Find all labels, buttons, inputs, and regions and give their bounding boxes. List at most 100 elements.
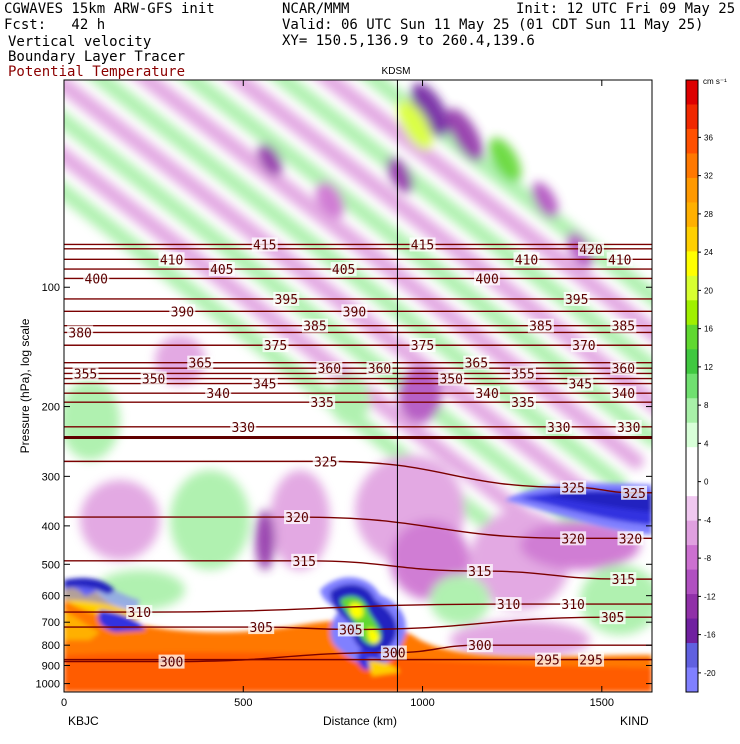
isentrope-label: 335	[511, 396, 534, 411]
y-tick-label: 1000	[36, 679, 60, 691]
isentrope-label-bg	[291, 553, 318, 568]
isentrope-label-bg	[610, 361, 637, 376]
isentrope-label-bg	[495, 597, 522, 612]
colorbar-swatch	[686, 422, 698, 448]
isentrope-label-bg	[617, 531, 644, 546]
colorbar-swatch	[686, 324, 698, 350]
field-potential-temperature: Potential Temperature	[8, 64, 186, 80]
isentrope-label: 340	[612, 387, 635, 402]
isentrope-label-bg	[560, 531, 587, 546]
isentrope-label: 410	[160, 253, 183, 268]
isentrope-label-bg	[273, 291, 300, 306]
isentrope-labels: 420 415 415 410 410 410 405 405 400 400 395 395 390 3…	[67, 237, 648, 671]
colorbar-label: 0	[704, 478, 709, 487]
colorbar-swatch	[686, 496, 698, 522]
isentrope-label-bg	[126, 605, 153, 620]
isentrope-label: 315	[292, 555, 315, 570]
colorbar-label: 24	[704, 248, 713, 257]
isentrope-label-bg	[251, 237, 278, 252]
isentrope-label: 300	[468, 639, 491, 654]
isentrope-label-bg	[509, 395, 536, 410]
plot-frame	[63, 79, 653, 693]
isentrope-label: 405	[210, 263, 233, 278]
isentrope-label: 365	[465, 357, 488, 372]
isentrope-label-bg	[72, 366, 99, 381]
isentrope-label: 390	[171, 305, 194, 320]
isentrope-label-bg	[466, 564, 493, 579]
y-tick-label: 400	[42, 521, 60, 533]
isentrope-label: 320	[619, 532, 642, 547]
colorbar-swatch	[686, 520, 698, 546]
isentrope-label: 325	[314, 455, 337, 470]
colorbar-label: 32	[704, 172, 713, 181]
isentrope-label: 355	[74, 367, 97, 382]
isentrope-label: 345	[253, 378, 276, 393]
isentrope-label: 420	[579, 243, 602, 258]
isentrope-label-bg	[610, 572, 637, 587]
isentrope-label: 415	[253, 238, 276, 253]
colorbar-label: 28	[704, 210, 713, 219]
isentrope-label: 310	[128, 606, 151, 621]
isentrope-label: 400	[85, 272, 108, 287]
isentrope-label-bg	[330, 262, 357, 277]
isentrope-label-bg	[341, 304, 368, 319]
isentrope-label: 395	[275, 293, 298, 308]
isentrope-label: 340	[206, 387, 229, 402]
isentrope-label: 385	[529, 320, 552, 335]
vertical-velocity-field: 420 415 415 410 410 410 405 405 400 400 395 395 390 3…	[64, 80, 652, 692]
x-tick-label: 500	[234, 697, 252, 709]
isentrope-label-bg	[205, 386, 232, 401]
colorbar-swatch	[686, 594, 698, 620]
colorbar-swatch	[686, 300, 698, 326]
isentrope-label-bg	[380, 645, 407, 660]
isentrope-label-bg	[621, 485, 648, 500]
isentrope-label-bg	[337, 622, 364, 637]
colorbar-label: 16	[704, 325, 713, 334]
x-tick-label: 1500	[590, 697, 614, 709]
isentrope-label: 365	[189, 357, 212, 372]
isentrope-label-bg	[474, 271, 501, 286]
isentrope-label: 310	[561, 598, 584, 613]
isentrope-label-bg	[578, 241, 605, 256]
colorbar-label: 8	[704, 401, 709, 410]
isentrope-label-bg	[140, 371, 167, 386]
isentrope-label: 330	[232, 421, 255, 436]
y-tick-label: 500	[42, 559, 60, 571]
xy-coordinates: XY= 150.5,136.9 to 260.4,139.6	[282, 33, 535, 49]
isentrope-label: 355	[511, 367, 534, 382]
isentrope-label-bg	[560, 480, 587, 495]
isentrope-label-bg	[309, 395, 336, 410]
isentrope-label-bg	[474, 386, 501, 401]
colorbar-swatch	[686, 349, 698, 375]
colorbar-label: -12	[704, 592, 716, 601]
colorbar-swatch	[686, 104, 698, 130]
isentrope-label: 360	[368, 362, 391, 377]
isentrope-label-bg	[230, 419, 257, 434]
isentrope-label: 305	[249, 621, 272, 636]
isentrope-label-bg	[570, 338, 597, 353]
isentrope-label: 375	[411, 339, 434, 354]
colorbar: 36 32 28 24 20 16 12 8 4 0 -4 -8 -12 -16 -20	[685, 79, 716, 693]
forecast-hour: Fcst: 42 h	[4, 17, 106, 33]
colorbar-swatch	[686, 447, 698, 473]
isentrope-label-bg	[610, 386, 637, 401]
y-tick-label: 900	[42, 660, 60, 672]
isentrope-label: 370	[572, 339, 595, 354]
colorbar-unit: cm s⁻¹	[703, 77, 727, 86]
isentrope-label-bg	[67, 325, 94, 340]
isentrope-label-bg	[409, 237, 436, 252]
isentrope-label: 345	[569, 378, 592, 393]
colorbar-swatch	[686, 251, 698, 277]
colorbar-swatch	[686, 471, 698, 497]
colorbar-swatch	[686, 569, 698, 595]
isentrope-label: 380	[68, 326, 91, 341]
isentrope-label-bg	[208, 262, 235, 277]
station-left: KBJC	[68, 714, 99, 728]
colorbar-swatch	[686, 618, 698, 644]
valid-time: Valid: 06 UTC Sun 11 May 25 (01 CDT Sun …	[282, 17, 704, 33]
isentrope-label-bg	[509, 366, 536, 381]
isentrope-label: 330	[617, 421, 640, 436]
isentrope-label-bg	[563, 291, 590, 306]
colorbar-label: -8	[704, 554, 712, 563]
isentrope-label-bg	[251, 376, 278, 391]
